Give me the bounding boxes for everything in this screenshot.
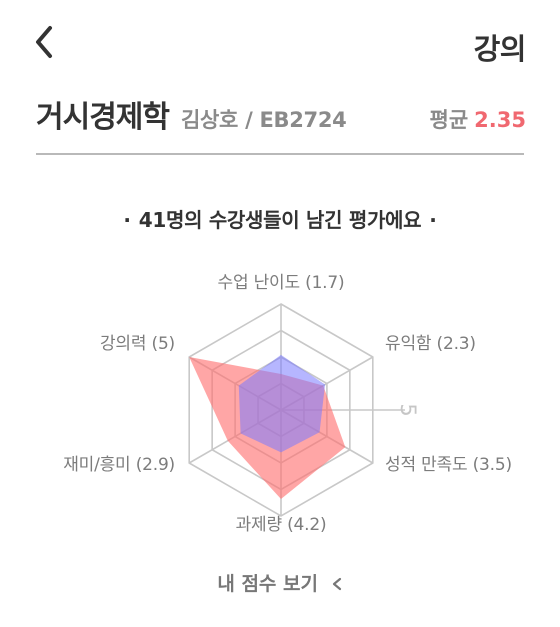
review-summary-text: 41명의 수강생들이 남긴 평가에요 [138,208,422,232]
page-title: 강의 [473,32,527,66]
review-summary: · 41명의 수강생들이 남긴 평가에요 · [0,204,560,233]
radar-series-2-area [238,354,326,453]
radar-scale-tick-label: 5 [396,403,420,416]
bullet-dot-right: · [429,208,437,232]
radar-axis-label: 수업 난이도 (1.7) [217,273,345,293]
course-name: 거시경제학 [36,100,170,135]
radar-axis-label: 강의력 (5) [99,334,175,354]
divider [36,153,524,155]
my-score-label: 내 점수 보기 [217,573,318,595]
radar-axis-label: 재미/흥미 (2.9) [63,455,175,475]
my-score-button[interactable]: 내 점수 보기 [0,569,560,596]
radar-axis-label: 성적 만족도 (3.5) [385,455,512,475]
average-rating: 평균 2.35 [430,104,526,134]
course-meta: 김상호 / EB2724 [181,108,347,132]
back-button[interactable] [30,24,58,60]
average-value: 2.35 [474,108,526,132]
radar-axis-label: 과제량 (4.2) [235,515,327,535]
average-label: 평균 [429,108,469,132]
radar-axis-label: 유익함 (2.3) [385,334,476,354]
course-header: 거시경제학 김상호 / EB2724 평균 2.35 [36,92,526,135]
chevron-left-icon [36,26,52,58]
bullet-dot-left: · [123,208,131,232]
chevron-left-icon [332,577,341,591]
